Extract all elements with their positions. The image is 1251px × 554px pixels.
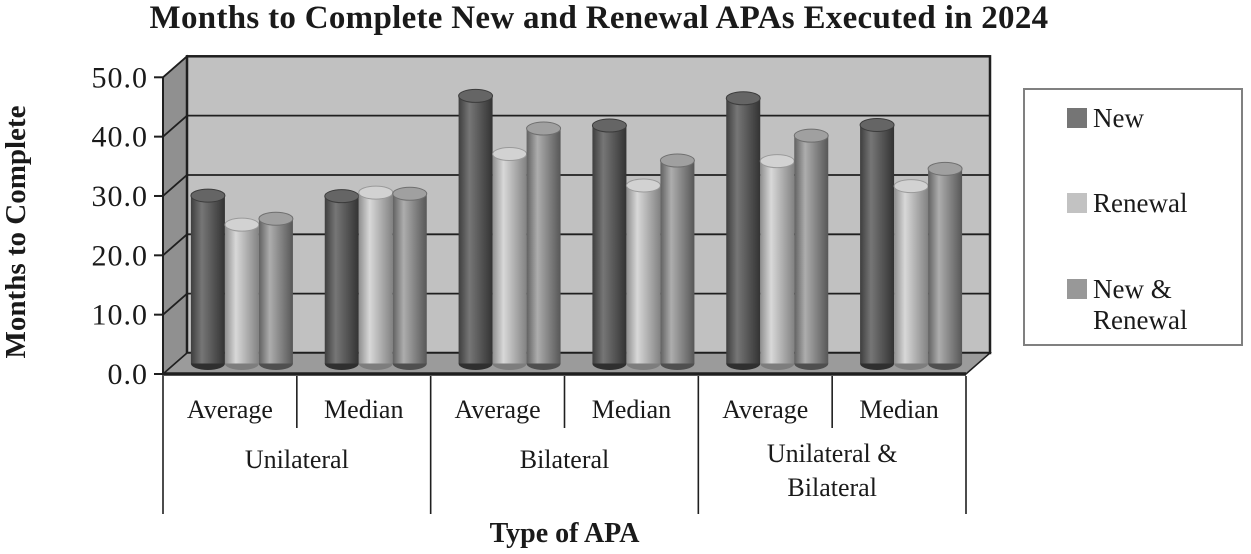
- bar-renewal-unilateral-median: [358, 192, 393, 364]
- x-sub-label-unilateral-bilateral-median: Median: [859, 395, 938, 424]
- y-tick-label-50.0: 50.0: [92, 61, 149, 94]
- bar-new-bilateral-median: [592, 125, 627, 364]
- y-tick-label-20.0: 20.0: [92, 239, 149, 272]
- bar-new-unilateral-bilateral-average-top: [725, 91, 761, 106]
- bar-renewal-bilateral-median-top: [625, 178, 661, 193]
- x-sub-label-unilateral-median: Median: [324, 395, 403, 424]
- bar-new-bilateral-average-top: [458, 88, 494, 103]
- x-group-label-unilateral-bilateral: Bilateral: [787, 473, 877, 502]
- gridline-side-40: [162, 114, 188, 138]
- bar-renewal-unilateral-average-top: [224, 217, 260, 232]
- bar-new-renewal-bilateral-average-top: [526, 121, 562, 136]
- x-sub-label-unilateral-average: Average: [187, 395, 273, 424]
- bar-new-unilateral-median: [324, 196, 359, 364]
- legend: New Renewal New & Renewal: [1023, 88, 1243, 346]
- x-sub-label-unilateral-bilateral-average: Average: [722, 395, 808, 424]
- bar-new-unilateral-median-top: [324, 189, 360, 204]
- legend-label-renewal: Renewal: [1093, 188, 1187, 219]
- chart-title: Months to Complete New and Renewal APAs …: [149, 0, 1049, 36]
- legend-label-new: New: [1093, 103, 1144, 134]
- bar-new-renewal-unilateral-median-top: [392, 186, 428, 201]
- bar-new-unilateral-average-top: [190, 188, 226, 203]
- x-sub-label-bilateral-average: Average: [455, 395, 541, 424]
- legend-item-new-renewal: New & Renewal: [1067, 274, 1187, 336]
- y-tick-label-0.0: 0.0: [108, 358, 149, 391]
- gridline-side-50: [162, 55, 188, 78]
- legend-swatch-renewal: [1067, 193, 1087, 213]
- bar-renewal-unilateral-bilateral-average: [760, 161, 795, 364]
- x-group-label-unilateral: Unilateral: [245, 445, 349, 474]
- bar-new-bilateral-average: [458, 95, 493, 364]
- legend-label-line: New: [1093, 103, 1144, 133]
- left-wall: [162, 54, 188, 376]
- bar-new-unilateral-bilateral-median-top: [859, 117, 895, 132]
- y-tick-label-30.0: 30.0: [92, 180, 149, 213]
- y-tick-label-40.0: 40.0: [92, 121, 149, 154]
- x-sub-label-bilateral-median: Median: [592, 395, 671, 424]
- bar-renewal-bilateral-median: [626, 185, 661, 364]
- bar-new-unilateral-average: [190, 195, 225, 364]
- bar-new-renewal-unilateral-bilateral-average-top: [793, 128, 829, 143]
- legend-label-line: New &: [1093, 274, 1172, 304]
- x-group-label-bilateral: Bilateral: [520, 445, 610, 474]
- bar-renewal-unilateral-bilateral-median-top: [893, 179, 929, 194]
- legend-item-new: New: [1067, 103, 1144, 134]
- legend-swatch-new-renewal: [1067, 279, 1087, 299]
- bar-renewal-bilateral-average: [492, 154, 527, 364]
- bar-new-renewal-unilateral-bilateral-median-top: [927, 161, 963, 176]
- bar-new-unilateral-bilateral-average: [726, 98, 761, 364]
- bar-new-bilateral-median-top: [591, 118, 627, 133]
- back-wall: [185, 55, 992, 355]
- x-group-label-unilateral-bilateral: Unilateral &: [767, 439, 898, 468]
- bar-new-renewal-bilateral-median: [660, 160, 695, 364]
- bar-renewal-unilateral-average: [224, 224, 259, 364]
- bar-new-renewal-bilateral-average: [526, 128, 561, 364]
- bar-new-unilateral-bilateral-median: [860, 124, 895, 364]
- bar-new-renewal-unilateral-average: [258, 218, 293, 364]
- bar-new-renewal-unilateral-bilateral-median: [928, 168, 963, 364]
- bar-renewal-unilateral-bilateral-average-top: [759, 154, 795, 169]
- legend-label-line: Renewal: [1093, 188, 1188, 218]
- gridline-side-20: [162, 233, 188, 256]
- gridline-side-30: [162, 174, 188, 197]
- bar-new-renewal-unilateral-bilateral-average: [794, 135, 829, 364]
- bar-new-renewal-unilateral-median: [392, 193, 427, 364]
- bar-new-renewal-unilateral-average-top: [258, 211, 294, 226]
- bar-renewal-unilateral-median-top: [358, 185, 394, 200]
- legend-label-line: Renewal: [1093, 305, 1188, 335]
- legend-item-renewal: Renewal: [1067, 188, 1187, 219]
- bar-new-renewal-bilateral-median-top: [659, 153, 695, 168]
- y-tick-label-10.0: 10.0: [92, 299, 149, 332]
- legend-label-new-renewal: New & Renewal: [1093, 274, 1187, 336]
- bar-renewal-bilateral-average-top: [492, 147, 528, 162]
- bar-renewal-unilateral-bilateral-median: [894, 186, 929, 364]
- gridline-side-10: [162, 292, 188, 316]
- legend-swatch-new: [1067, 108, 1087, 128]
- x-axis-title: Type of APA: [489, 518, 640, 549]
